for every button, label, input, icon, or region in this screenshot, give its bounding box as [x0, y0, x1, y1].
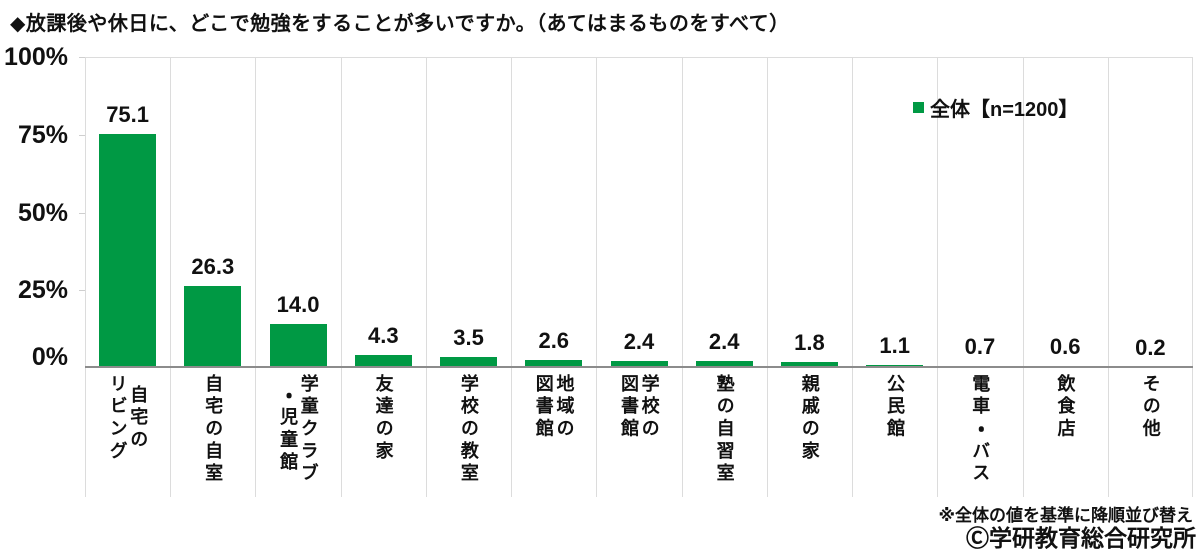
y-axis-tick [79, 135, 85, 136]
category-label: その他 [1108, 374, 1193, 446]
y-axis-tick [79, 57, 85, 58]
category-label-text: 自宅の自室 [203, 374, 224, 486]
y-tick-label: 50% [17, 199, 68, 227]
bar-value-label: 75.1 [106, 102, 150, 128]
bar [525, 359, 583, 368]
column-separator [1023, 57, 1024, 497]
bar-value-label: 2.4 [623, 328, 655, 354]
sort-order-note: ※全体の値を基準に降順並び替え [938, 506, 1193, 525]
bar-value-label: 4.3 [368, 322, 399, 348]
gridline-top [85, 57, 1193, 58]
category-label-text: 地域の 図書館 [533, 374, 575, 441]
y-tick-label: 25% [17, 276, 68, 304]
category-label-text: その他 [1140, 374, 1161, 441]
category-label: 学校の 図書館 [596, 374, 681, 446]
bar-value-label: 2.4 [708, 328, 740, 354]
legend-swatch-icon [913, 102, 924, 113]
category-label: 自宅の自室 [170, 374, 255, 491]
column-separator [682, 57, 683, 497]
column-separator [1192, 57, 1193, 497]
bar-value-label: 0.7 [964, 333, 996, 359]
y-tick-label: 75% [17, 121, 68, 149]
copyright-credit: Ⓒ学研教育総合研究所 [966, 525, 1196, 551]
column-separator [426, 57, 427, 497]
bar [610, 360, 668, 368]
category-label: 友達の家 [341, 374, 426, 468]
category-label-text: 飲食店 [1055, 374, 1076, 441]
bar [269, 324, 327, 368]
y-axis-tick [79, 213, 85, 214]
category-label-text: 電車・バス [970, 374, 991, 486]
bar-value-label: 14.0 [276, 292, 320, 318]
column-separator [1108, 57, 1109, 497]
column-separator [341, 57, 342, 497]
column-separator [511, 57, 512, 497]
column-separator [596, 57, 597, 497]
category-label: 学童クラブ ・児童館 [255, 374, 340, 491]
category-label-text: 学校の教室 [458, 374, 479, 486]
bar-value-label: 2.6 [538, 327, 570, 353]
category-label-text: 学童クラブ ・児童館 [278, 374, 319, 486]
category-label-text: 公民館 [885, 374, 906, 441]
bar-value-label: 1.8 [794, 330, 825, 356]
bar-value-label: 3.5 [453, 325, 484, 351]
column-separator [852, 57, 853, 497]
bar [780, 362, 838, 368]
plot-area: 75.1 自宅の リビング 26.3 自宅の自室 14.0 学童クラブ ・児童館 4.3 友達… [85, 57, 1193, 497]
y-tick-label: 100% [4, 43, 68, 71]
y-tick-label: 0% [31, 343, 68, 371]
category-label: 飲食店 [1023, 374, 1108, 446]
category-label: 塾の自習室 [682, 374, 767, 491]
column-separator [937, 57, 938, 497]
bar [695, 360, 753, 368]
category-label: 自宅の リビング [85, 374, 170, 468]
category-label-text: 塾の自習室 [714, 374, 735, 486]
column-separator [170, 57, 171, 497]
category-label: 地域の 図書館 [511, 374, 596, 446]
category-label: 電車・バス [937, 374, 1022, 491]
column-separator [255, 57, 256, 497]
category-label-text: 親戚の家 [799, 374, 820, 464]
bar-value-label: 0.6 [1049, 334, 1081, 360]
legend: 全体【n=1200】 [913, 95, 1079, 121]
legend-label: 全体【n=1200】 [930, 98, 1079, 121]
bar [184, 286, 242, 368]
y-axis-tick [79, 290, 85, 291]
category-label-text: 自宅の リビング [107, 374, 149, 464]
bar [354, 354, 412, 368]
x-axis-line [85, 366, 1193, 368]
column-separator [85, 57, 86, 497]
category-label-text: 友達の家 [373, 374, 394, 464]
bar-value-label: 26.3 [191, 254, 235, 280]
chart-title: ◆放課後や休日に、どこで勉強をすることが多いですか。（あてはまるものをすべて） [10, 13, 790, 35]
category-label: 学校の教室 [426, 374, 511, 491]
bar-value-label: 0.2 [1135, 335, 1166, 361]
category-label-text: 学校の 図書館 [618, 374, 660, 441]
bar [99, 134, 157, 368]
category-label: 公民館 [852, 374, 937, 446]
bar-value-label: 1.1 [879, 332, 910, 358]
bar [440, 357, 498, 368]
category-label: 親戚の家 [767, 374, 852, 468]
column-separator [767, 57, 768, 497]
